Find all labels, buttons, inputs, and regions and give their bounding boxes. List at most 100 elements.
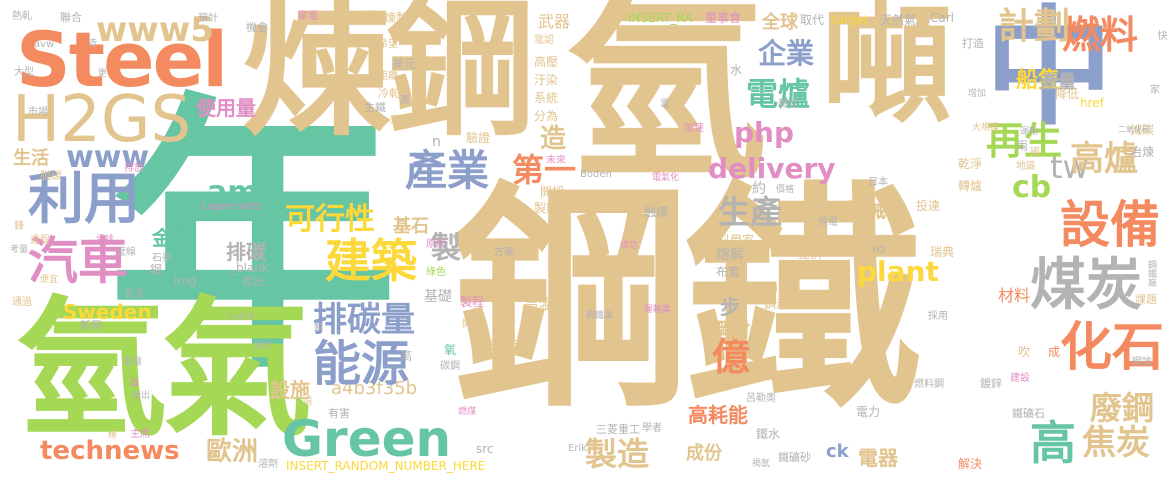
- word-small: 科學家: [718, 233, 755, 247]
- word-global: 全球: [762, 12, 798, 33]
- word-small: 材料: [998, 286, 1031, 305]
- word-small: 大型: [14, 67, 34, 78]
- word-metal: 金屬: [152, 226, 192, 250]
- word-small: 有害: [328, 407, 350, 420]
- word-small: 轉型: [778, 99, 798, 110]
- word-life: 生活: [13, 148, 49, 169]
- word-small: 機會: [246, 21, 268, 34]
- word-energy-intensive: 高耗能: [688, 403, 748, 427]
- word-n: n: [432, 134, 441, 150]
- word-small: 吹: [1018, 345, 1031, 359]
- word-tw: tw: [1050, 148, 1089, 186]
- word-blank: _blank: [230, 261, 269, 275]
- word-small: 兩: [1016, 139, 1029, 153]
- word-boden: Boden: [580, 169, 612, 180]
- word-steel-en: Steel: [16, 15, 228, 104]
- word-small: 成功: [620, 241, 639, 251]
- word-renewable: 再生: [986, 119, 1063, 163]
- word-small: 水: [730, 63, 743, 77]
- word-small: 鋼: [150, 263, 163, 277]
- word-small: 銷往: [254, 341, 273, 351]
- word-h2: H2: [872, 245, 886, 256]
- word-small: 家電: [298, 11, 318, 22]
- word-small: 投達: [916, 199, 941, 213]
- word-zoneid: zoneid: [746, 281, 786, 295]
- word-make2: 製: [431, 231, 461, 266]
- word-green: Green: [282, 410, 452, 468]
- word-small: 採用: [928, 311, 948, 322]
- word-small: 距離: [378, 71, 398, 82]
- word-hundred-million: 億: [712, 335, 751, 379]
- word-sweden: Sweden: [63, 300, 152, 324]
- word-a: a: [130, 374, 139, 390]
- word-cornerstone: 基石: [393, 216, 429, 237]
- word-lagercrantz: Lagercrantz: [202, 201, 262, 212]
- word-small: 鋒: [14, 221, 24, 232]
- word-facility: 設施: [270, 378, 310, 402]
- word-small: 建設: [1010, 373, 1030, 384]
- word-energy: 能源: [313, 336, 410, 392]
- word-fuel: 燃料: [1062, 13, 1139, 57]
- word-small: 來自於: [346, 11, 376, 22]
- word-target: target: [832, 13, 869, 27]
- word-small: 石墨: [152, 253, 172, 264]
- word-blast-furnace: 高爐: [1070, 139, 1138, 179]
- word-steel-material: 鋼材: [710, 318, 750, 342]
- word-small: 提出: [242, 275, 264, 288]
- word-small: 開採: [540, 185, 565, 199]
- word-replace: 取代: [800, 13, 825, 27]
- word-small: 脫碳: [40, 169, 62, 182]
- word-coke: 焦炭: [1082, 423, 1150, 463]
- word-small: 高溫: [524, 297, 552, 313]
- word-src: src: [476, 442, 494, 456]
- word-small: 達: [860, 328, 877, 347]
- word-small: 煉製: [384, 11, 409, 25]
- word-small: 汙染: [534, 73, 559, 87]
- word-step: 步: [720, 295, 740, 319]
- word-china: 中: [985, 0, 1114, 143]
- word-electric-furnace: 電爐: [746, 75, 811, 113]
- word-small: 電認: [534, 35, 554, 46]
- word-coal: 煤炭: [1030, 253, 1142, 318]
- word-small: 運輸: [1020, 127, 1039, 137]
- word-insert-random: INSERT_RANDOM_NUMBER_HERE: [286, 459, 486, 473]
- word-small: 便宜: [40, 275, 59, 285]
- word-europe: 歐洲: [206, 437, 259, 467]
- word-plan: 計劃: [998, 6, 1071, 47]
- word-small: 電氣化: [652, 173, 680, 183]
- word-feasibility: 可行性: [285, 202, 375, 237]
- word-usage: 使用量: [196, 96, 256, 120]
- word-small: 課題: [1135, 293, 1157, 306]
- word-small: 產: [400, 95, 410, 106]
- word-small: 電: [660, 99, 670, 110]
- word-small: 原則: [426, 239, 446, 250]
- word-small: 開發: [462, 319, 482, 330]
- word-small: 價格: [776, 185, 795, 195]
- word-technews: technews: [40, 436, 180, 466]
- word-small: 鍍鋅: [980, 377, 1002, 390]
- word-small: 更: [98, 69, 108, 79]
- word-small: 分為: [534, 109, 559, 123]
- word-small: 打造: [962, 37, 984, 50]
- word-carl: Carl: [930, 11, 954, 25]
- word-emission: 排碳: [226, 240, 266, 264]
- word-appliance: 電器: [858, 446, 898, 470]
- word-industry: 產業: [405, 146, 490, 195]
- word-small: 基礎: [424, 289, 452, 305]
- word-insert-ra: INSERT_RA: [628, 11, 693, 25]
- word-production: 生產: [718, 193, 783, 231]
- word-small: 電流: [124, 289, 144, 300]
- word-hydrogen: 氫: [566, 0, 767, 206]
- word-small: 排放: [124, 163, 144, 174]
- word-natural-gas: 天然氣: [880, 13, 917, 27]
- word-hydrogen-gas: 氫氣: [16, 283, 312, 457]
- word-machinery: 機械: [846, 198, 886, 222]
- word-small: 高: [400, 349, 413, 363]
- word-small: 大規模: [972, 123, 1000, 133]
- word-ship: 船隻: [1016, 68, 1061, 93]
- word-small: 三菱重工: [596, 423, 640, 436]
- word-small: 瑞典: [930, 245, 955, 259]
- word-lulea: Luleå: [228, 311, 255, 322]
- word-small: 鋼搶: [1132, 357, 1152, 368]
